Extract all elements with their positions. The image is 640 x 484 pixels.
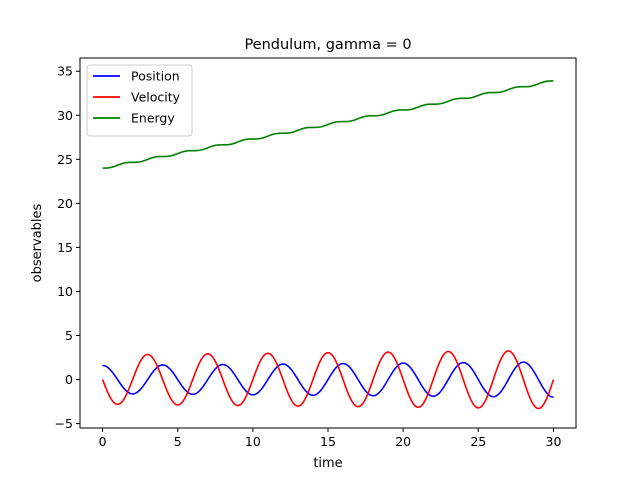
legend: Position Velocity Energy bbox=[86, 64, 193, 137]
series-line-velocity bbox=[101, 350, 555, 410]
legend-label: Position bbox=[131, 69, 180, 84]
y-tick-label: 5 bbox=[65, 328, 73, 343]
y-axis: −5 0 5 10 15 20 25 30 35 bbox=[55, 64, 80, 431]
y-tick-label: 20 bbox=[57, 196, 73, 211]
y-tick-label: 10 bbox=[57, 284, 73, 299]
x-tick-label: 0 bbox=[99, 434, 107, 449]
x-tick-label: 10 bbox=[245, 434, 261, 449]
y-tick-label: 15 bbox=[57, 240, 73, 255]
x-tick-label: 30 bbox=[546, 434, 562, 449]
series-line-position bbox=[102, 361, 554, 398]
y-tick-label: 0 bbox=[65, 372, 73, 387]
x-axis-label: time bbox=[313, 456, 342, 471]
y-tick-label: −5 bbox=[55, 416, 73, 431]
y-axis-label: observables bbox=[30, 203, 45, 282]
y-tick-label: 35 bbox=[57, 64, 73, 79]
chart-title: Pendulum, gamma = 0 bbox=[244, 37, 411, 53]
legend-label: Velocity bbox=[131, 90, 181, 105]
series-line-energy bbox=[102, 80, 554, 169]
x-tick-label: 5 bbox=[174, 434, 182, 449]
x-tick-label: 25 bbox=[470, 434, 486, 449]
x-tick-label: 15 bbox=[320, 434, 336, 449]
y-tick-label: 25 bbox=[57, 152, 73, 167]
y-tick-label: 30 bbox=[57, 108, 73, 123]
x-tick-label: 20 bbox=[395, 434, 411, 449]
x-axis: 0 5 10 15 20 25 30 bbox=[99, 428, 562, 449]
legend-label: Energy bbox=[131, 111, 175, 126]
plot-area bbox=[101, 80, 555, 410]
